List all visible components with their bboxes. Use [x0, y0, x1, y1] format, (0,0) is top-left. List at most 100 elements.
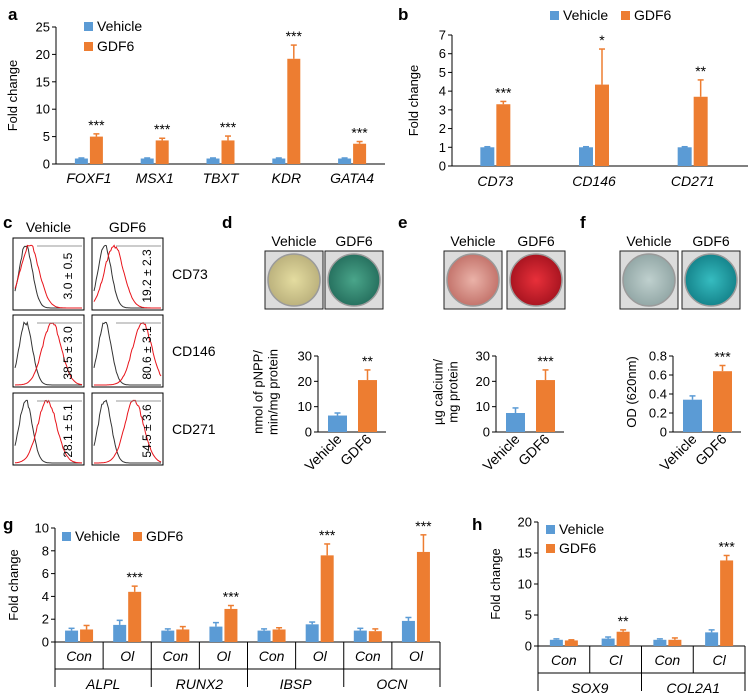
bar-gdf6	[80, 629, 94, 642]
percent-positive-label: 28.1 ± 5.1	[61, 404, 75, 458]
bar-vehicle	[65, 630, 79, 642]
photo-label: Vehicle	[626, 233, 671, 249]
legend-label: Vehicle	[97, 18, 142, 34]
bar-vehicle	[506, 413, 525, 432]
chart-g: 0 2 4 6 8 10 Fold change ALPL Con *** Ol RUNX2 Con **…	[6, 518, 441, 692]
bar-gdf6	[564, 640, 578, 646]
photo-label: GDF6	[517, 233, 555, 249]
x-tick-label: GDF6	[692, 431, 730, 469]
y-tick-label: 25	[36, 20, 50, 35]
bar-vehicle	[161, 630, 175, 642]
x-tick-label: CD73	[477, 173, 513, 189]
x-tick-label: GDF6	[337, 431, 375, 469]
bar-gdf6	[720, 560, 734, 646]
significance-label: **	[618, 613, 629, 629]
bar-vehicle	[401, 620, 415, 642]
significance-label: ***	[127, 569, 144, 585]
legend-label: GDF6	[146, 528, 184, 544]
bar-vehicle	[113, 624, 127, 642]
well-photo	[446, 253, 500, 307]
panel-letter-e: e	[398, 213, 407, 232]
legend-swatch	[621, 11, 630, 20]
y-tick-label: 6	[439, 46, 446, 61]
legend-swatch	[84, 42, 93, 51]
y-tick-label: 10	[36, 102, 50, 117]
y-tick-label: 0.6	[649, 368, 667, 383]
significance-label: ***	[537, 353, 554, 369]
subcategory-label: Cl	[609, 652, 623, 668]
stained-histogram	[14, 322, 83, 386]
y-tick-label: 0	[483, 425, 490, 440]
well-photo	[327, 253, 381, 307]
bar-gdf6	[368, 631, 382, 642]
histogram-box	[12, 392, 85, 466]
stained-histogram	[93, 244, 161, 309]
y-axis-label-line: OD (620nm)	[624, 356, 639, 428]
stained-histogram	[14, 244, 82, 309]
y-tick-label: 0	[439, 159, 446, 174]
bar-gdf6	[272, 629, 286, 642]
group-label: IBSP	[280, 676, 313, 692]
marker-label: CD73	[172, 266, 208, 282]
histogram-box	[91, 392, 164, 466]
legend-label: Vehicle	[559, 521, 604, 537]
subcategory-label: Ol	[216, 648, 231, 664]
y-axis-label: Fold change	[406, 65, 421, 137]
y-tick-label: 8	[42, 543, 49, 558]
y-tick-label: 4	[439, 84, 446, 99]
y-tick-label: 20	[518, 515, 532, 530]
subcategory-label: Cl	[713, 652, 727, 668]
significance-label: ***	[319, 527, 336, 543]
chart-b: 0 1 2 3 4 5 6 7 Fold change *** CD73 * CD146 ** CD271 V…	[406, 7, 748, 189]
legend-label: GDF6	[97, 38, 135, 54]
group-label: RUNX2	[176, 676, 224, 692]
well-photo	[622, 253, 676, 307]
bar-gdf6	[224, 608, 238, 642]
photo-label: GDF6	[335, 233, 373, 249]
y-axis-label-line: nmol of pNPP/	[251, 350, 266, 434]
column-label: GDF6	[109, 219, 147, 235]
y-axis-label: Fold change	[488, 548, 503, 620]
y-tick-label: 5	[43, 129, 50, 144]
y-tick-label: 30	[298, 349, 312, 364]
bar-gdf6	[496, 104, 511, 166]
well-photo	[509, 253, 563, 307]
significance-label: ***	[351, 125, 368, 141]
percent-positive-label: 38.5 ± 3.0	[61, 326, 75, 380]
y-axis-label-line: Fold change	[6, 549, 21, 621]
legend-label: GDF6	[559, 540, 597, 556]
subcategory-label: Con	[66, 648, 92, 664]
significance-label: **	[695, 63, 706, 79]
subcategory-label: Ol	[409, 648, 424, 664]
chart-a: 0 5 10 15 20 25 Fold change *** FOXF1 *** MSX1 *** T…	[5, 18, 385, 186]
bar-vehicle	[549, 639, 563, 646]
legend-swatch	[546, 525, 555, 534]
y-tick-label: 2	[42, 612, 49, 627]
chart-f: 00.20.40.60.8OD (620nm)Vehicle***GDF6	[624, 349, 741, 474]
y-tick-label: 30	[476, 349, 490, 364]
y-tick-label: 20	[476, 374, 490, 389]
y-axis-label: µg calcium/mg protein	[431, 359, 461, 425]
bar-gdf6	[693, 96, 708, 166]
chart-h: 0 5 10 15 20 Fold change SOX9 Con ** Cl COL2A1 Con *…	[488, 515, 746, 696]
significance-label: ***	[286, 28, 303, 44]
stained-histogram	[94, 399, 162, 464]
y-axis-label-line: Fold change	[5, 60, 20, 132]
panel-letter-c: c	[3, 213, 12, 232]
legend-swatch	[84, 22, 93, 31]
percent-positive-label: 54.5 ± 3.6	[140, 404, 154, 458]
y-tick-label: 5	[525, 608, 532, 623]
y-axis-label: Fold change	[5, 60, 20, 132]
bar-vehicle	[705, 632, 719, 646]
stained-histogram	[94, 321, 162, 386]
y-tick-label: 15	[36, 74, 50, 89]
bar-gdf6	[353, 143, 367, 164]
panel-letter-h: h	[472, 515, 482, 534]
photo-label: Vehicle	[271, 233, 316, 249]
bar-vehicle	[480, 147, 495, 166]
group-label: COL2A1	[666, 680, 720, 696]
y-tick-label: 0	[42, 635, 49, 650]
bar-gdf6	[713, 371, 732, 432]
y-tick-label: 20	[36, 47, 50, 62]
